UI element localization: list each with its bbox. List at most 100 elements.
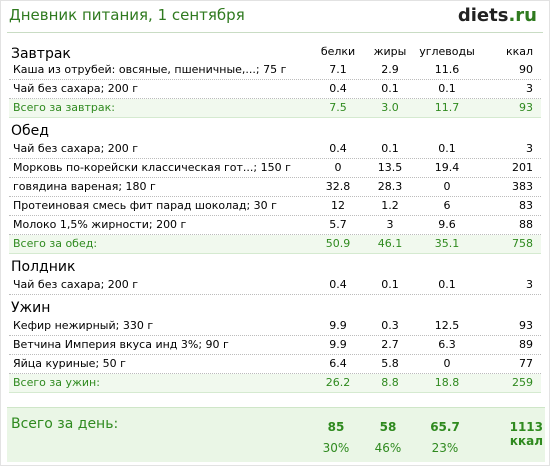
total-label: Всего за обед: [13, 237, 98, 250]
logo-suffix: .ru [508, 5, 537, 26]
food-carbs: 9.6 [438, 218, 456, 231]
column-protein: белки [320, 45, 356, 58]
column-kcal: ккал [505, 45, 533, 58]
food-kcal: 93 [519, 319, 533, 332]
total-fat: 3.0 [381, 101, 399, 114]
site-logo[interactable]: diets.ru [458, 5, 537, 26]
food-fat: 0.1 [381, 278, 399, 291]
food-carbs: 0.1 [438, 82, 456, 95]
food-kcal: 90 [519, 63, 533, 76]
food-carbs: 0.1 [438, 142, 456, 155]
food-row[interactable]: Молоко 1,5% жирности; 200 г 5.7 3 9.6 88 [9, 216, 541, 235]
food-fat: 13.5 [377, 161, 403, 174]
total-kcal: 93 [519, 101, 533, 114]
total-fat: 46.1 [377, 237, 403, 250]
day-total-box: Всего за день: 85 58 65.7 1113 ккал 30% … [7, 407, 545, 462]
food-kcal: 77 [519, 357, 533, 370]
food-row[interactable]: Ветчина Империя вкуса инд 3%; 90 г 9.9 2… [9, 336, 541, 355]
food-row[interactable]: говядина вареная; 180 г 32.8 28.3 0 383 [9, 178, 541, 197]
meal-total-row: Всего за обед: 50.9 46.1 35.1 758 [9, 235, 541, 254]
meal-header-lunch: Обед [9, 118, 541, 140]
page-title: Дневник питания, 1 сентября [9, 6, 245, 24]
food-carbs: 0 [443, 357, 451, 370]
total-carbs: 18.8 [434, 376, 460, 389]
food-kcal: 201 [512, 161, 533, 174]
food-protein: 7.1 [329, 63, 347, 76]
food-protein: 0 [334, 161, 342, 174]
food-kcal: 3 [526, 278, 533, 291]
food-fat: 0.3 [381, 319, 399, 332]
food-protein: 0.4 [329, 278, 347, 291]
total-protein: 7.5 [329, 101, 347, 114]
food-row[interactable]: Морковь по-корейски классическая гот...;… [9, 159, 541, 178]
total-fat: 8.8 [381, 376, 399, 389]
food-row[interactable]: Каша из отрубей: овсяные, пшеничные,...;… [9, 61, 541, 80]
header-divider [7, 32, 543, 33]
meal-header-snack: Полдник [9, 254, 541, 276]
day-total-kcal: 1113 ккал [509, 420, 543, 448]
day-protein-percent: 30% [322, 441, 350, 455]
food-protein: 32.8 [325, 180, 351, 193]
total-label: Всего за завтрак: [13, 101, 116, 114]
day-total-carbs: 65.7 [430, 420, 460, 434]
food-carbs: 6 [443, 199, 451, 212]
food-name: Молоко 1,5% жирности; 200 г [13, 218, 187, 231]
meal-title: Полдник [11, 259, 76, 275]
food-row[interactable]: Яйца куриные; 50 г 6.4 5.8 0 77 [9, 355, 541, 374]
meal-title: Завтрак [11, 46, 71, 62]
food-row[interactable]: Протеиновая смесь фит парад шоколад; 30 … [9, 197, 541, 216]
meal-total-row: Всего за ужин: 26.2 8.8 18.8 259 [9, 374, 541, 393]
meal-title: Ужин [11, 300, 51, 316]
food-carbs: 0.1 [438, 278, 456, 291]
food-name: Чай без сахара; 200 г [13, 82, 139, 95]
food-kcal: 3 [526, 142, 533, 155]
food-name: Яйца куриные; 50 г [13, 357, 126, 370]
column-fat: жиры [373, 45, 407, 58]
food-name: Ветчина Империя вкуса инд 3%; 90 г [13, 338, 229, 351]
food-protein: 9.9 [329, 338, 347, 351]
food-fat: 2.9 [381, 63, 399, 76]
meal-total-row: Всего за завтрак: 7.5 3.0 11.7 93 [9, 99, 541, 118]
food-kcal: 3 [526, 82, 533, 95]
food-carbs: 19.4 [434, 161, 460, 174]
food-protein: 5.7 [329, 218, 347, 231]
total-kcal: 758 [512, 237, 533, 250]
food-name: Каша из отрубей: овсяные, пшеничные,...;… [13, 63, 287, 76]
food-fat: 0.1 [381, 82, 399, 95]
food-fat: 0.1 [381, 142, 399, 155]
food-protein: 6.4 [329, 357, 347, 370]
column-carbs: углеводы [419, 45, 475, 58]
food-row[interactable]: Чай без сахара; 200 г 0.4 0.1 0.1 3 [9, 80, 541, 99]
day-total-protein: 85 [327, 420, 345, 434]
food-protein: 12 [331, 199, 345, 212]
food-kcal: 383 [512, 180, 533, 193]
food-kcal: 83 [519, 199, 533, 212]
logo-main: diets [457, 5, 509, 26]
total-label: Всего за ужин: [13, 376, 100, 389]
food-fat: 1.2 [381, 199, 399, 212]
total-kcal: 259 [512, 376, 533, 389]
food-row[interactable]: Чай без сахара; 200 г 0.4 0.1 0.1 3 [9, 276, 541, 295]
food-name: Чай без сахара; 200 г [13, 278, 139, 291]
food-fat: 5.8 [381, 357, 399, 370]
total-protein: 50.9 [325, 237, 351, 250]
meal-header-breakfast: Завтрак белки жиры углеводы ккал [9, 43, 541, 62]
food-name: Чай без сахара; 200 г [13, 142, 139, 155]
food-kcal: 88 [519, 218, 533, 231]
food-fat: 2.7 [381, 338, 399, 351]
food-name: говядина вареная; 180 г [13, 180, 156, 193]
day-total-label: Всего за день: [11, 416, 119, 432]
food-row[interactable]: Чай без сахара; 200 г 0.4 0.1 0.1 3 [9, 140, 541, 159]
total-carbs: 35.1 [434, 237, 460, 250]
food-name: Кефир нежирный; 330 г [13, 319, 154, 332]
day-total-fat: 58 [379, 420, 397, 434]
food-row[interactable]: Кефир нежирный; 330 г 9.9 0.3 12.5 93 [9, 317, 541, 336]
food-fat: 3 [386, 218, 394, 231]
food-carbs: 0 [443, 180, 451, 193]
food-carbs: 12.5 [434, 319, 460, 332]
food-protein: 0.4 [329, 142, 347, 155]
food-protein: 9.9 [329, 319, 347, 332]
food-carbs: 6.3 [438, 338, 456, 351]
meal-title: Обед [11, 123, 49, 139]
